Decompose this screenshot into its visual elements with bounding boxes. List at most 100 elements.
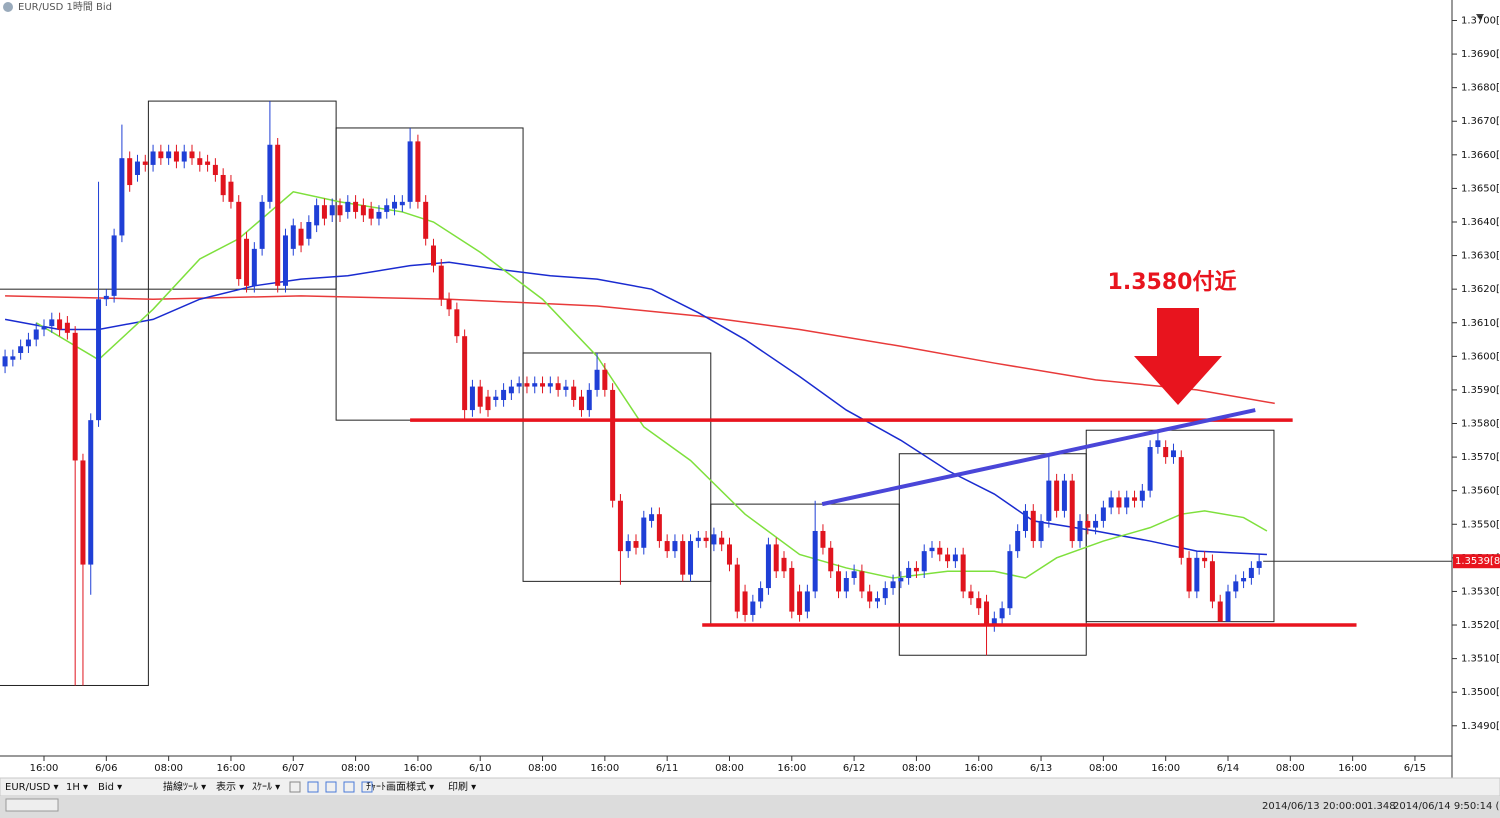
candle-body	[415, 141, 421, 202]
candle-body	[1046, 480, 1052, 521]
x-tick-label: 6/13	[1030, 763, 1052, 774]
toolbar-button[interactable]: ﾁｬｰﾄ画面様式 ▾	[366, 780, 434, 793]
candle-body	[742, 591, 748, 615]
toolbar-icon[interactable]	[289, 781, 301, 793]
candle-body	[485, 396, 491, 411]
candle-body	[1100, 507, 1106, 521]
toolbar-button[interactable]: 印刷 ▾	[448, 781, 476, 793]
candle-body	[290, 225, 296, 249]
candle-body	[337, 205, 343, 216]
candle-body	[41, 326, 47, 330]
y-tick-label: 1.3570[0]	[1461, 452, 1500, 463]
x-tick-label: 16:00	[590, 763, 619, 774]
candle-body	[150, 151, 156, 165]
candle-body	[999, 608, 1005, 619]
candle-body	[781, 557, 787, 572]
candle-body	[921, 551, 927, 572]
candle-body	[913, 567, 919, 572]
candle-body	[1022, 510, 1028, 531]
scrollbar[interactable]	[5, 798, 59, 812]
candle-body	[236, 201, 242, 280]
candle-body	[64, 322, 70, 333]
candle-body	[282, 235, 288, 286]
candle-body	[586, 389, 592, 411]
candle-body	[228, 181, 234, 202]
candle-body	[898, 578, 904, 582]
candle-body	[197, 158, 203, 165]
moving-average	[5, 295, 1275, 405]
y-tick-label: 1.3610[0]	[1461, 318, 1500, 329]
candle-body	[134, 161, 140, 175]
toolbar-button[interactable]: 描線ﾂｰﾙ ▾	[163, 780, 206, 793]
toolbar-icon[interactable]	[325, 781, 337, 793]
candle-body	[1139, 490, 1145, 501]
candle-body	[1108, 497, 1114, 508]
current-price-label: 1.3539[8	[1455, 556, 1500, 567]
y-tick-label: 1.3650[0]	[1461, 183, 1500, 194]
plot-area	[0, 100, 1357, 686]
toolbar-button[interactable]: 1H ▾	[66, 782, 88, 793]
candle-body	[111, 235, 117, 296]
candle-body	[1093, 520, 1099, 528]
candle-body	[1202, 557, 1208, 562]
candle-body	[181, 151, 187, 162]
x-tick-label: 16:00	[403, 763, 432, 774]
toolbar-icon[interactable]	[361, 781, 373, 793]
y-tick-label: 1.3530[0]	[1461, 586, 1500, 597]
toolbar-button[interactable]: ｽｹｰﾙ ▾	[252, 781, 280, 793]
candle-body	[1178, 457, 1184, 558]
candle-body	[750, 601, 756, 615]
toolbar-button[interactable]: 表示 ▾	[216, 780, 244, 793]
candle-body	[719, 537, 725, 545]
candle-body	[641, 517, 647, 548]
candle-body	[158, 151, 164, 159]
candle-body	[1124, 497, 1130, 508]
x-tick-label: 08:00	[902, 763, 931, 774]
candle-body	[430, 245, 436, 266]
x-tick-label: 6/11	[656, 763, 678, 774]
candle-body	[454, 309, 460, 337]
candle-body	[664, 541, 670, 552]
toolbar-icon[interactable]	[343, 781, 355, 793]
toolbar-icon[interactable]	[307, 781, 319, 793]
candle-body	[968, 591, 974, 599]
x-tick-label: 6/06	[95, 763, 117, 774]
candle-body	[945, 554, 951, 562]
candle-body	[212, 164, 218, 175]
candle-body	[1256, 561, 1262, 568]
candle-body	[96, 299, 102, 421]
candle-body	[376, 211, 382, 219]
toolbar-button[interactable]: Bid ▾	[98, 782, 122, 793]
x-tick-label: 08:00	[528, 763, 557, 774]
candle-body	[633, 541, 639, 548]
candle-body	[399, 201, 405, 206]
candle-body	[1030, 510, 1036, 542]
chart-title: EUR/USD 1時間 Bid	[18, 1, 112, 13]
candle-body	[384, 205, 390, 212]
candle-body	[532, 383, 538, 387]
candle-body	[1069, 480, 1075, 542]
candle-body	[1225, 591, 1231, 622]
candle-body	[166, 151, 172, 159]
y-tick-label: 1.3580[0]	[1461, 419, 1500, 430]
candle-body	[25, 339, 31, 347]
candle-body	[734, 564, 740, 612]
toolbar-button[interactable]: EUR/USD ▾	[5, 782, 59, 793]
candle-body	[859, 571, 865, 592]
candle-body	[501, 389, 507, 401]
moving-average	[35, 190, 1268, 579]
candle-body	[882, 588, 888, 599]
candle-body	[1085, 520, 1091, 528]
candle-body	[72, 332, 78, 461]
x-tick-label: 6/07	[282, 763, 304, 774]
candle-body	[1209, 561, 1215, 602]
candle-body	[1233, 581, 1239, 592]
candle-body	[368, 208, 374, 219]
candle-body	[205, 161, 211, 165]
candle-body	[789, 567, 795, 612]
candle-body	[251, 248, 257, 286]
candle-body	[314, 205, 320, 226]
candle-body	[275, 144, 281, 286]
candle-body	[33, 329, 39, 340]
